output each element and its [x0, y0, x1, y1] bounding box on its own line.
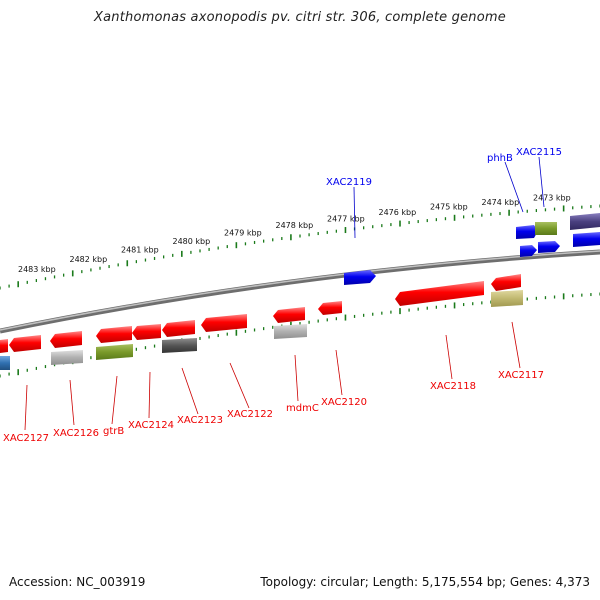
cog-olive-gtrB	[96, 344, 133, 360]
forward-gene-XAC2115[interactable]	[538, 241, 560, 253]
forward-gene-phhB[interactable]	[516, 225, 538, 239]
cog-steelblue-left	[0, 356, 10, 370]
forward-gene-right-edge[interactable]	[573, 232, 600, 247]
reverse-gene-left-edge[interactable]	[0, 339, 8, 353]
tick-label: 2475 kbp	[430, 203, 468, 212]
reverse-gene-XAC2127[interactable]	[9, 335, 41, 352]
genome-backbone	[0, 249, 600, 334]
tick-label: 2479 kbp	[224, 229, 262, 238]
tick-label: 2473 kbp	[533, 194, 571, 203]
cog-olive-phhB	[535, 222, 557, 235]
scale-tick-labels: 2473 kbp 2474 kbp 2475 kbp 2476 kbp 2477 kbp…	[18, 194, 571, 274]
cog-dark-XAC2123	[162, 338, 197, 353]
forward-gene-XAC2119[interactable]	[344, 270, 376, 285]
reverse-gene-XAC2124[interactable]	[132, 324, 161, 340]
cog-tan-XAC2117	[491, 290, 523, 307]
label-leader-lines	[24, 156, 545, 431]
accession-text: Accession: NC_003919	[9, 575, 146, 589]
forward-gene-phhB-lower[interactable]	[520, 245, 537, 257]
gene-label-phhB[interactable]: phhB	[487, 153, 513, 164]
tick-label: 2476 kbp	[379, 208, 417, 217]
gene-label-XAC2124[interactable]: XAC2124	[128, 420, 174, 431]
reverse-gene-XAC2126[interactable]	[50, 331, 82, 348]
gene-label-XAC2127[interactable]: XAC2127	[3, 433, 49, 444]
gene-label-XAC2120[interactable]: XAC2120	[321, 397, 367, 408]
gene-label-XAC2117[interactable]: XAC2117	[498, 370, 544, 381]
gene-label-XAC2123[interactable]: XAC2123	[177, 415, 223, 426]
tick-label: 2477 kbp	[327, 214, 365, 223]
tick-label: 2480 kbp	[173, 237, 211, 246]
tick-label: 2483 kbp	[18, 265, 56, 274]
reverse-gene-XAC2118[interactable]	[395, 281, 484, 306]
genome-summary-text: Topology: circular; Length: 5,175,554 bp…	[260, 575, 590, 589]
gene-label-XAC2118[interactable]: XAC2118	[430, 381, 476, 392]
gene-label-XAC2119[interactable]: XAC2119	[326, 177, 372, 188]
tick-label: 2481 kbp	[121, 246, 159, 255]
cog-purple-right	[570, 213, 600, 230]
gene-label-XAC2122[interactable]: XAC2122	[227, 409, 273, 420]
tick-label: 2482 kbp	[70, 255, 108, 264]
reverse-gene-gtrB[interactable]	[96, 326, 132, 343]
reverse-gene-XAC2117[interactable]	[491, 274, 521, 291]
cog-gray-mdmC	[274, 324, 307, 339]
gene-label-mdmC[interactable]: mdmC	[286, 403, 319, 414]
upper-tick-track	[0, 204, 600, 290]
reverse-gene-XAC2120[interactable]	[318, 301, 342, 315]
reverse-gene-XAC2122[interactable]	[201, 314, 247, 332]
reverse-gene-XAC2123[interactable]	[162, 320, 195, 337]
tick-label: 2474 kbp	[482, 198, 520, 207]
gene-label-gtrB[interactable]: gtrB	[103, 426, 124, 437]
cog-gray-XAC2126	[51, 350, 83, 365]
gene-label-XAC2115[interactable]: XAC2115	[516, 147, 562, 158]
tick-label: 2478 kbp	[276, 221, 314, 230]
gene-label-XAC2126[interactable]: XAC2126	[53, 428, 99, 439]
genome-title: Xanthomonas axonopodis pv. citri str. 30…	[94, 10, 506, 25]
gene-features	[0, 213, 600, 370]
reverse-gene-mdmC[interactable]	[273, 307, 305, 323]
